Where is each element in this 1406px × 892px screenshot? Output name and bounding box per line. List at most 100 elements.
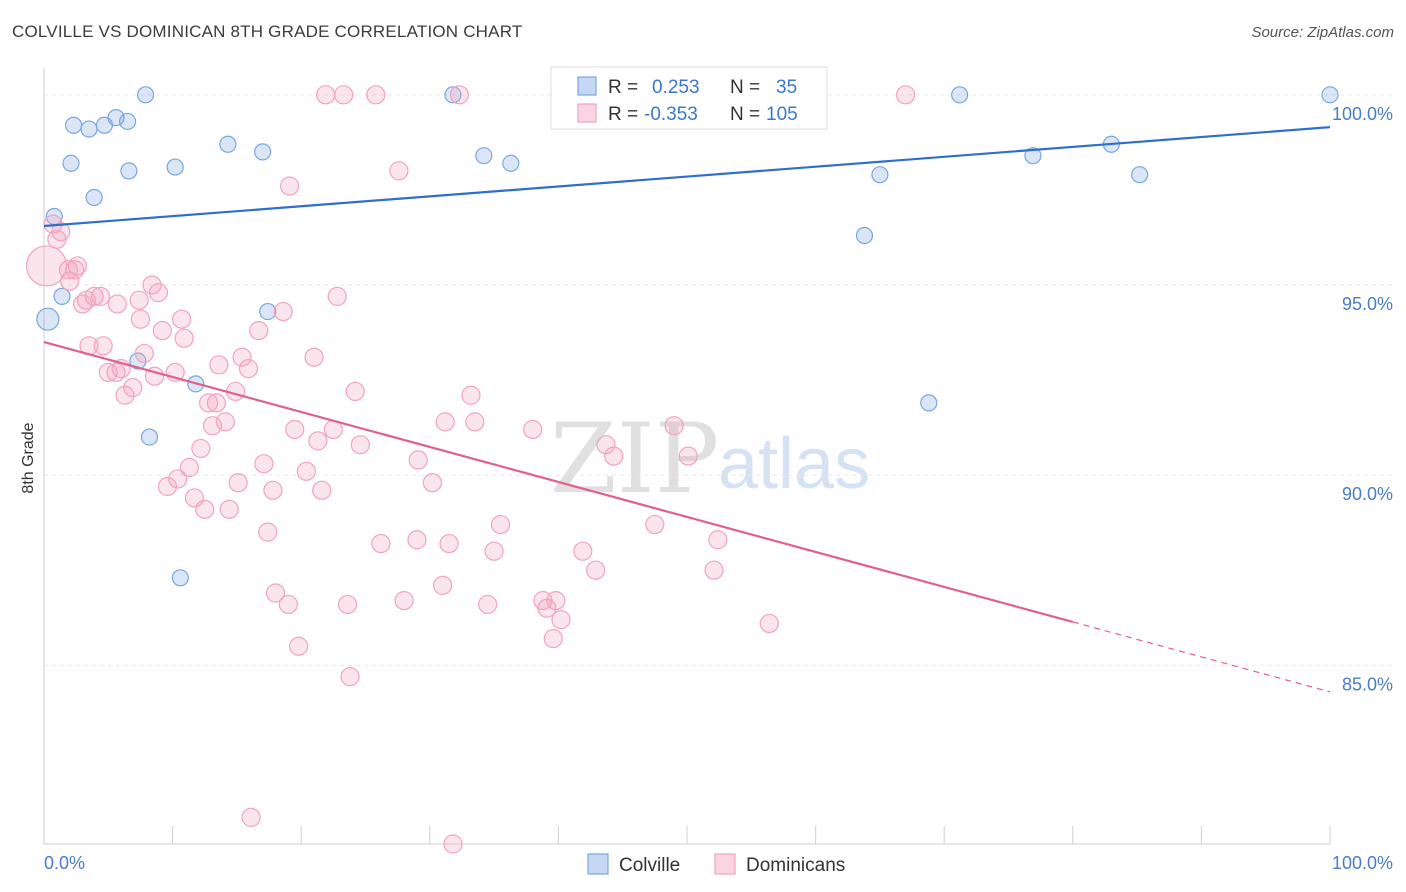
dominicans-point: [296, 461, 316, 481]
dominicans-point: [191, 438, 211, 459]
dominicans-point: [312, 480, 332, 500]
colville-point: [80, 120, 98, 138]
legend-r-value-colville: 0.253: [652, 77, 700, 98]
legend-box: [550, 66, 828, 130]
legend-swatch-dominicans: [577, 103, 597, 123]
colville-point: [36, 307, 60, 331]
dominicans-point: [174, 328, 194, 348]
colville-point: [502, 154, 520, 172]
dominicans-point: [586, 560, 606, 580]
colville-point: [129, 352, 147, 370]
chart-title: COLVILLE VS DOMINICAN 8TH GRADE CORRELAT…: [12, 22, 523, 41]
colville-point: [951, 86, 969, 104]
legend-r-value-dominicans: -0.353: [644, 104, 698, 125]
legend-r-label-colville: R =: [608, 77, 638, 98]
dominicans-point: [157, 476, 178, 497]
colville-point: [85, 188, 103, 207]
dominicans-point: [199, 393, 219, 413]
dominicans-point: [152, 321, 172, 341]
watermark: ZIP atlas: [550, 403, 870, 515]
dominicans-point: [134, 343, 154, 364]
dominicans-point: [215, 412, 235, 432]
dominicans-point: [202, 416, 223, 436]
dominicans-point: [422, 473, 442, 493]
dominicans-point: [258, 522, 278, 542]
colville-point: [254, 143, 272, 161]
dominicans-point: [51, 222, 71, 242]
dominicans-point: [123, 378, 143, 398]
dominicans-point: [238, 359, 259, 379]
bottom-legend-label-colville: Colville: [619, 855, 680, 876]
axes: 100.0% 95.0% 90.0% 85.0% 0.0% 100.0% 8th Grade: [20, 68, 1393, 873]
dominicans-point: [435, 412, 455, 432]
legend-swatch-colville: [577, 76, 597, 96]
dominicans-point: [93, 336, 113, 356]
dominicans-point: [206, 393, 226, 413]
dominicans-point: [60, 271, 80, 291]
bottom-legend-swatch-colville: [587, 853, 609, 875]
legend-n-value-dominicans: 105: [766, 104, 798, 125]
dominicans-point: [304, 347, 324, 367]
dominicans-point: [130, 309, 151, 329]
dominicans-point: [573, 541, 593, 561]
bottom-legend-label-dominicans: Dominicans: [746, 855, 845, 876]
dominicans-trend-line: [43, 340, 1074, 623]
colville-point: [855, 226, 874, 245]
watermark-zip: ZIP: [550, 403, 719, 515]
dominicans-point: [241, 807, 261, 827]
y-tick-label: 100.0%: [1332, 104, 1393, 124]
colville-point: [171, 569, 189, 587]
dominicans-point: [759, 613, 779, 634]
dominicans-point: [523, 419, 543, 440]
x-tick-label: 0.0%: [44, 853, 85, 873]
dominicans-point: [337, 594, 358, 615]
dominicans-point: [490, 514, 511, 535]
dominicans-point: [389, 161, 409, 181]
watermark-atlas: atlas: [718, 424, 870, 504]
dominicans-point: [543, 629, 563, 649]
colville-point: [166, 158, 184, 176]
dominicans-point: [596, 435, 616, 455]
dominicans-point: [478, 594, 498, 615]
dominicans-point: [371, 533, 391, 554]
dominicans-point: [168, 469, 188, 489]
dominicans-point: [896, 85, 916, 105]
colville-point: [219, 135, 237, 153]
dominicans-point: [280, 176, 300, 196]
dominicans-point: [265, 583, 286, 603]
dominicans-point: [366, 85, 386, 105]
dominicans-point: [285, 419, 305, 440]
dominicans-point: [148, 282, 169, 303]
colville-point: [53, 287, 71, 305]
dominicans-point: [106, 362, 126, 383]
dominicans-point: [289, 636, 309, 656]
dominicans-point: [345, 381, 365, 402]
dominicans-point: [278, 594, 298, 615]
colville-point: [1321, 86, 1339, 104]
dominicans-point: [179, 457, 199, 478]
dominicans-point: [551, 610, 571, 630]
dominicans-point: [115, 385, 135, 405]
dominicans-point: [172, 309, 192, 329]
legend: R = 0.253 N = 35 R = -0.353 N = 105: [550, 66, 828, 130]
colville-point: [871, 166, 889, 184]
colville-point: [62, 154, 80, 172]
dominicans-point: [67, 256, 88, 276]
y-axis-title: 8th Grade: [20, 422, 37, 493]
colville-point: [1131, 166, 1149, 184]
legend-n-value-colville: 35: [776, 77, 797, 98]
dominicans-point: [107, 294, 127, 314]
dominicans-point: [465, 412, 485, 432]
dominicans-point: [394, 591, 414, 611]
dominicans-point: [704, 560, 724, 580]
grid: [44, 94, 1394, 666]
trend-lines: [43, 126, 1331, 693]
x-tick-label: 100.0%: [1332, 853, 1393, 873]
colville-point: [920, 394, 938, 412]
dominicans-point: [90, 286, 111, 306]
dominicans-point: [461, 385, 481, 405]
dominicans-point: [316, 85, 336, 105]
dominicans-point: [129, 290, 149, 310]
dominicans-point: [664, 416, 684, 436]
